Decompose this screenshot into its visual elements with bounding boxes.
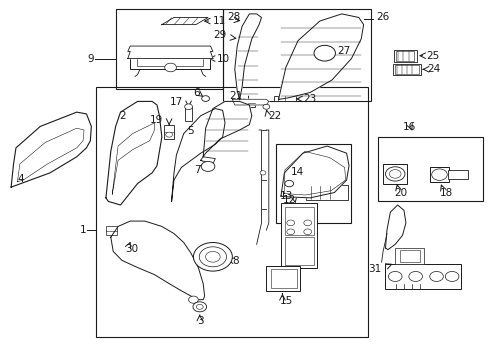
Bar bbox=[248, 99, 255, 107]
Circle shape bbox=[429, 271, 443, 282]
Text: 15: 15 bbox=[280, 296, 293, 306]
Circle shape bbox=[285, 180, 293, 187]
Circle shape bbox=[188, 296, 198, 303]
Bar bbox=[384, 264, 460, 289]
Circle shape bbox=[165, 132, 172, 137]
Text: 12: 12 bbox=[282, 195, 295, 204]
Text: 17: 17 bbox=[170, 97, 183, 107]
Text: 28: 28 bbox=[227, 13, 240, 22]
Text: 31: 31 bbox=[367, 264, 381, 274]
Circle shape bbox=[260, 171, 265, 175]
Circle shape bbox=[313, 45, 335, 61]
Bar bbox=[271, 269, 296, 288]
Polygon shape bbox=[106, 102, 162, 205]
Circle shape bbox=[193, 243, 232, 271]
Polygon shape bbox=[234, 14, 261, 100]
Circle shape bbox=[408, 271, 422, 282]
Circle shape bbox=[303, 229, 311, 235]
Polygon shape bbox=[232, 99, 268, 105]
Bar bbox=[136, 50, 203, 66]
Circle shape bbox=[205, 251, 220, 262]
Bar bbox=[222, 9, 370, 102]
Bar bbox=[116, 9, 222, 89]
Bar bbox=[106, 226, 117, 235]
Circle shape bbox=[286, 220, 294, 226]
Text: 5: 5 bbox=[186, 126, 193, 136]
Polygon shape bbox=[171, 109, 224, 202]
Circle shape bbox=[201, 96, 209, 102]
Polygon shape bbox=[201, 157, 215, 164]
Text: 8: 8 bbox=[231, 256, 238, 266]
Bar bbox=[130, 46, 210, 69]
Text: 24: 24 bbox=[427, 64, 440, 74]
Text: 26: 26 bbox=[375, 13, 388, 22]
Text: 18: 18 bbox=[439, 188, 452, 198]
Text: 11: 11 bbox=[212, 16, 225, 26]
Polygon shape bbox=[127, 46, 212, 59]
Bar bbox=[273, 96, 295, 102]
Circle shape bbox=[388, 170, 400, 178]
Circle shape bbox=[201, 161, 214, 171]
Text: 10: 10 bbox=[217, 54, 230, 64]
Bar bbox=[96, 87, 368, 337]
Circle shape bbox=[184, 104, 192, 110]
Bar bbox=[377, 137, 482, 202]
Text: 16: 16 bbox=[402, 122, 415, 132]
Text: 20: 20 bbox=[393, 188, 407, 198]
Text: 19: 19 bbox=[149, 115, 163, 125]
Text: 25: 25 bbox=[426, 51, 439, 61]
Bar bbox=[447, 170, 467, 179]
Polygon shape bbox=[11, 112, 91, 187]
Bar bbox=[164, 125, 174, 139]
Polygon shape bbox=[278, 14, 363, 100]
Circle shape bbox=[164, 63, 176, 72]
Bar bbox=[393, 50, 416, 62]
Text: 1: 1 bbox=[79, 225, 86, 235]
Circle shape bbox=[385, 167, 404, 181]
Text: 4: 4 bbox=[18, 174, 24, 184]
Text: 23: 23 bbox=[302, 94, 315, 104]
Text: 3: 3 bbox=[197, 316, 203, 326]
Text: 22: 22 bbox=[268, 111, 281, 121]
Text: 29: 29 bbox=[212, 30, 225, 40]
Bar bbox=[185, 107, 192, 121]
Polygon shape bbox=[203, 102, 251, 157]
Bar bbox=[305, 185, 347, 200]
Circle shape bbox=[193, 302, 206, 312]
Bar bbox=[429, 167, 448, 182]
Text: 14: 14 bbox=[290, 167, 304, 177]
Text: 2: 2 bbox=[119, 111, 126, 121]
Text: 9: 9 bbox=[87, 54, 94, 64]
Text: 30: 30 bbox=[124, 244, 138, 254]
Bar bbox=[395, 51, 413, 61]
Circle shape bbox=[387, 271, 401, 282]
Polygon shape bbox=[281, 146, 348, 198]
Bar bbox=[285, 207, 313, 235]
Bar bbox=[394, 65, 418, 73]
Circle shape bbox=[445, 271, 458, 282]
Circle shape bbox=[303, 220, 311, 226]
Bar bbox=[266, 266, 300, 291]
Bar bbox=[394, 248, 424, 264]
Text: 13: 13 bbox=[279, 191, 292, 201]
Circle shape bbox=[431, 169, 447, 180]
Circle shape bbox=[263, 104, 269, 109]
Bar bbox=[281, 203, 317, 267]
Text: 21: 21 bbox=[229, 91, 242, 102]
Bar bbox=[399, 249, 419, 262]
Polygon shape bbox=[162, 18, 207, 24]
Circle shape bbox=[199, 247, 226, 267]
Bar bbox=[285, 237, 313, 265]
Circle shape bbox=[286, 229, 294, 235]
Polygon shape bbox=[385, 205, 405, 249]
Bar bbox=[392, 64, 420, 75]
Text: 27: 27 bbox=[336, 46, 349, 56]
Circle shape bbox=[196, 304, 203, 309]
Text: 6: 6 bbox=[193, 88, 200, 98]
Bar bbox=[276, 144, 351, 223]
Bar bbox=[382, 164, 407, 184]
Text: 7: 7 bbox=[194, 165, 201, 175]
